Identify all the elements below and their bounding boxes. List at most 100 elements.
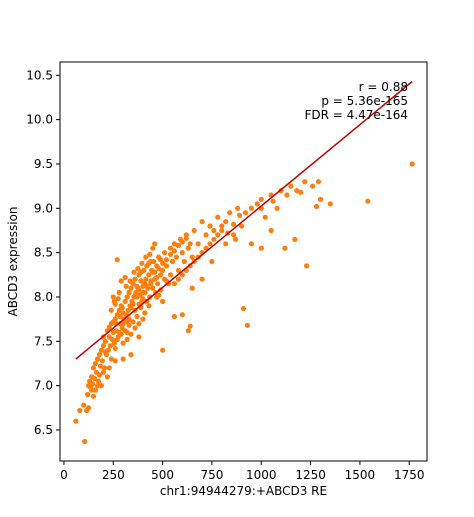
data-point: [82, 438, 88, 445]
data-point: [171, 281, 177, 287]
data-point: [108, 307, 114, 313]
data-point: [97, 363, 103, 369]
data-point: [143, 276, 149, 282]
data-point: [148, 278, 154, 284]
data-point: [91, 375, 98, 382]
data-point: [183, 235, 189, 241]
data-points: [73, 161, 415, 445]
data-point: [158, 257, 164, 263]
data-point: [150, 285, 156, 291]
data-point: [142, 281, 148, 287]
data-point: [282, 245, 288, 251]
data-point: [94, 356, 101, 362]
data-point: [154, 274, 160, 281]
data-point: [104, 374, 110, 380]
data-point: [211, 236, 217, 242]
data-point: [112, 345, 118, 351]
data-point: [90, 393, 97, 399]
x-tick-label: 1000: [246, 468, 277, 482]
data-point: [126, 316, 132, 322]
data-point: [110, 294, 116, 300]
data-point: [223, 219, 229, 225]
data-point: [409, 161, 415, 167]
data-point: [85, 391, 91, 398]
y-tick-label: 8.5: [34, 246, 53, 260]
y-tick-label: 8.0: [34, 290, 53, 304]
data-point: [108, 356, 114, 362]
data-point: [160, 267, 166, 273]
data-point: [131, 269, 137, 275]
data-point: [171, 248, 177, 254]
data-point: [207, 223, 213, 229]
data-point: [127, 278, 133, 284]
data-point: [162, 250, 168, 256]
data-point: [116, 289, 122, 296]
data-point: [304, 263, 310, 269]
y-tick-label: 10.5: [26, 68, 53, 82]
data-point: [132, 292, 138, 298]
data-point: [179, 250, 185, 256]
data-point: [185, 328, 191, 334]
y-tick-label: 9.5: [34, 157, 53, 171]
data-point: [115, 296, 121, 302]
data-point: [223, 241, 229, 247]
data-point: [100, 343, 106, 349]
data-point: [134, 283, 140, 289]
data-point: [124, 336, 130, 343]
data-point: [90, 365, 97, 371]
data-point: [156, 266, 162, 272]
data-point: [95, 378, 102, 384]
data-point: [96, 352, 103, 358]
data-point: [152, 241, 158, 247]
data-point: [167, 245, 174, 251]
data-point: [248, 205, 254, 211]
data-point: [122, 298, 128, 304]
y-tick-label: 10.0: [26, 113, 53, 127]
data-point: [155, 281, 161, 287]
data-point: [240, 305, 247, 312]
data-point: [179, 272, 185, 278]
data-point: [123, 283, 129, 289]
data-point: [179, 312, 185, 318]
data-point: [150, 245, 156, 251]
data-point: [219, 223, 225, 229]
x-tick-label: 1250: [295, 468, 326, 482]
data-point: [136, 321, 142, 327]
fit-line-layer: [75, 80, 413, 360]
data-point: [114, 257, 120, 263]
data-point: [119, 305, 125, 311]
data-point: [284, 192, 290, 198]
data-point: [118, 331, 124, 337]
data-point: [189, 285, 195, 291]
data-point: [191, 227, 197, 234]
x-axis-ticks: 0 250 500 750 1000 1250 1500 1750: [60, 461, 425, 482]
y-tick-label: 7.0: [34, 379, 53, 393]
data-point: [138, 278, 144, 284]
data-point: [160, 298, 166, 304]
data-point: [313, 203, 320, 210]
data-point: [136, 334, 142, 340]
data-point: [187, 323, 193, 329]
data-point: [135, 266, 141, 272]
data-point: [73, 418, 79, 424]
data-point: [147, 251, 153, 257]
data-point: [92, 387, 99, 393]
data-point: [233, 236, 239, 242]
data-point: [142, 310, 148, 316]
x-tick-label: 0: [60, 468, 68, 482]
plot-frame: [59, 61, 428, 462]
data-point: [143, 254, 149, 260]
data-point: [262, 214, 268, 220]
data-point: [219, 227, 225, 234]
data-point: [128, 331, 134, 337]
data-point: [294, 188, 300, 194]
data-point: [302, 179, 308, 185]
data-point: [124, 294, 130, 300]
data-point: [140, 296, 146, 302]
data-point: [81, 402, 87, 408]
correlation-label: r = 0.88: [359, 80, 408, 94]
data-point: [132, 276, 138, 282]
data-point: [150, 269, 156, 275]
data-point: [227, 210, 233, 216]
